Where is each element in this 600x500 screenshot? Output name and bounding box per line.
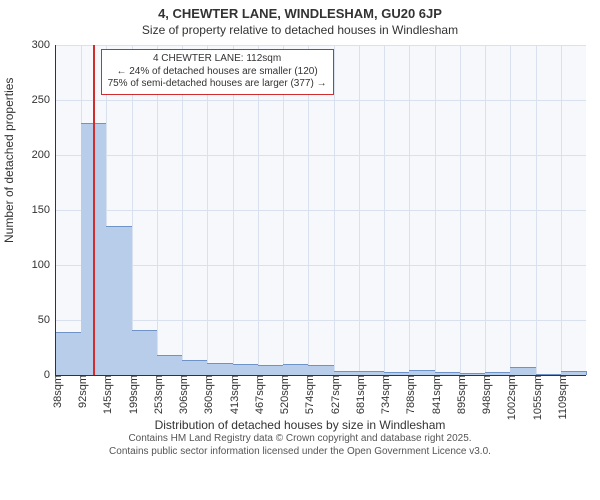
x-tick: 574sqm xyxy=(300,375,316,414)
gridline-v xyxy=(384,45,385,375)
histogram-bar xyxy=(283,364,309,375)
gridline-v xyxy=(460,45,461,375)
gridline-v xyxy=(536,45,537,375)
x-tick: 841sqm xyxy=(427,375,443,414)
gridline-v xyxy=(510,45,511,375)
chart-container: Number of detached properties 0501001502… xyxy=(0,40,600,460)
histogram-bar xyxy=(233,364,259,375)
gridline-h xyxy=(56,45,586,46)
footnote: Contains HM Land Registry data © Crown c… xyxy=(0,433,600,458)
histogram-bar xyxy=(308,365,334,375)
x-tick: 627sqm xyxy=(326,375,342,414)
y-axis-label: Number of detached properties xyxy=(2,78,16,243)
property-marker-line xyxy=(93,45,95,375)
gridline-h xyxy=(56,155,586,156)
gridline-v xyxy=(334,45,335,375)
histogram-bar xyxy=(510,367,536,375)
x-tick: 306sqm xyxy=(174,375,190,414)
annotation-line2: ← 24% of detached houses are smaller (12… xyxy=(116,66,317,77)
x-tick: 38sqm xyxy=(48,375,64,408)
gridline-v xyxy=(258,45,259,375)
gridline-v xyxy=(485,45,486,375)
gridline-v xyxy=(283,45,284,375)
gridline-v xyxy=(409,45,410,375)
x-tick: 1109sqm xyxy=(553,375,569,419)
gridline-v xyxy=(561,45,562,375)
y-tick: 150 xyxy=(32,204,56,216)
gridline-v xyxy=(132,45,133,375)
histogram-bar xyxy=(207,363,233,375)
gridline-v xyxy=(157,45,158,375)
x-tick: 199sqm xyxy=(124,375,140,414)
x-tick: 734sqm xyxy=(376,375,392,414)
x-tick: 895sqm xyxy=(452,375,468,414)
histogram-bar xyxy=(182,360,208,375)
histogram-bar xyxy=(258,365,284,375)
x-tick: 145sqm xyxy=(98,375,114,414)
x-tick: 360sqm xyxy=(199,375,215,414)
annotation-line1: 4 CHEWTER LANE: 112sqm xyxy=(153,53,281,64)
histogram-bar xyxy=(561,371,587,375)
gridline-v xyxy=(233,45,234,375)
x-tick: 92sqm xyxy=(73,375,89,408)
x-tick: 1055sqm xyxy=(528,375,544,420)
gridline-v xyxy=(308,45,309,375)
footnote-line1: Contains HM Land Registry data © Crown c… xyxy=(128,433,471,444)
y-tick: 250 xyxy=(32,94,56,106)
page-title: 4, CHEWTER LANE, WINDLESHAM, GU20 6JP xyxy=(0,0,600,21)
x-tick: 413sqm xyxy=(225,375,241,414)
y-tick: 300 xyxy=(32,39,56,51)
gridline-v xyxy=(182,45,183,375)
histogram-bar xyxy=(56,332,82,375)
gridline-h xyxy=(56,320,586,321)
y-tick: 100 xyxy=(32,259,56,271)
x-tick: 467sqm xyxy=(250,375,266,414)
histogram-bar xyxy=(157,355,183,375)
gridline-v xyxy=(435,45,436,375)
x-tick: 948sqm xyxy=(477,375,493,414)
annotation-line3: 75% of semi-detached houses are larger (… xyxy=(108,78,327,89)
gridline-v xyxy=(359,45,360,375)
gridline-h xyxy=(56,210,586,211)
footnote-line2: Contains public sector information licen… xyxy=(109,446,491,457)
x-tick: 1002sqm xyxy=(502,375,518,420)
x-tick: 681sqm xyxy=(351,375,367,414)
y-tick: 50 xyxy=(38,314,56,326)
histogram-bar xyxy=(106,226,132,376)
page-subtitle: Size of property relative to detached ho… xyxy=(0,23,600,37)
gridline-h xyxy=(56,265,586,266)
x-tick: 253sqm xyxy=(149,375,165,414)
gridline-h xyxy=(56,100,586,101)
y-tick: 200 xyxy=(32,149,56,161)
x-tick: 520sqm xyxy=(275,375,291,414)
property-annotation: 4 CHEWTER LANE: 112sqm ← 24% of detached … xyxy=(101,49,334,95)
histogram-bar xyxy=(132,330,158,375)
gridline-v xyxy=(207,45,208,375)
x-tick: 788sqm xyxy=(401,375,417,414)
x-axis-label: Distribution of detached houses by size … xyxy=(0,418,600,432)
plot-area: 05010015020025030038sqm92sqm145sqm199sqm… xyxy=(55,45,586,376)
